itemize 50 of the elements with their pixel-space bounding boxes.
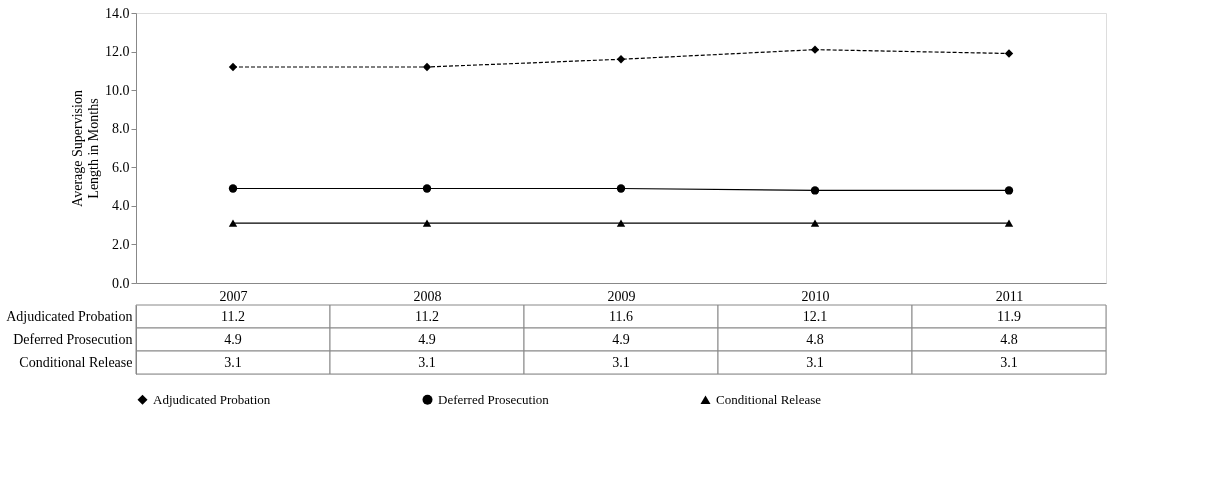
point xyxy=(810,219,820,227)
data-label: 3.1 xyxy=(612,354,630,370)
legend-label: Conditional Release xyxy=(716,391,822,407)
y-tick-label: 12.0 xyxy=(105,44,130,60)
y-tick-label: 0.0 xyxy=(112,275,130,291)
point xyxy=(616,184,626,193)
point xyxy=(1004,186,1014,195)
data-label: 11.6 xyxy=(609,308,633,324)
point xyxy=(422,62,432,72)
point xyxy=(616,219,626,227)
point xyxy=(810,45,820,54)
x-tick-label: 2011 xyxy=(995,288,1024,304)
y-tick-label: 2.0 xyxy=(112,236,130,252)
data-label: 4.9 xyxy=(612,331,630,347)
x-tick-label: 2010 xyxy=(801,288,830,304)
text: Conditional Release xyxy=(19,354,133,370)
data-label: 3.1 xyxy=(224,354,242,370)
x-tick-label: 2009 xyxy=(607,288,636,304)
data-label: 11.9 xyxy=(997,308,1021,324)
text: Deferred Prosecution xyxy=(13,331,133,347)
data-label: 11.2 xyxy=(415,308,439,324)
legend-label: Deferred Prosecution xyxy=(438,391,550,407)
data-label: 12.1 xyxy=(802,308,828,324)
data-label: 4.8 xyxy=(1000,331,1018,347)
point xyxy=(422,184,432,193)
data-label: 4.9 xyxy=(224,331,242,347)
point xyxy=(228,219,238,227)
point xyxy=(228,184,238,193)
text: Adjudicated Probation xyxy=(6,308,133,324)
data-label: 3.1 xyxy=(806,354,824,370)
data-label: 11.2 xyxy=(221,308,245,324)
y-tick-label: 10.0 xyxy=(105,82,130,98)
x-tick-label: 2008 xyxy=(413,288,442,304)
data-label: 3.1 xyxy=(418,354,436,370)
point xyxy=(616,55,626,64)
data-label: 3.1 xyxy=(1000,354,1018,370)
point xyxy=(422,219,432,227)
data-label: 4.9 xyxy=(418,331,436,347)
y-tick-label: 14.0 xyxy=(105,5,130,21)
x-tick-label: 2007 xyxy=(219,288,248,304)
point xyxy=(1004,219,1014,227)
point xyxy=(1004,49,1014,58)
data-label: 4.8 xyxy=(806,331,824,347)
y-tick-label: 6.0 xyxy=(112,159,130,175)
y-tick-label: 4.0 xyxy=(112,198,130,214)
legend-label: Adjudicated Probation xyxy=(153,391,271,407)
point xyxy=(810,186,820,195)
y-tick-label: 8.0 xyxy=(112,121,130,137)
y-axis-title: Average Supervision Length in Months xyxy=(70,90,101,207)
point xyxy=(228,62,238,72)
